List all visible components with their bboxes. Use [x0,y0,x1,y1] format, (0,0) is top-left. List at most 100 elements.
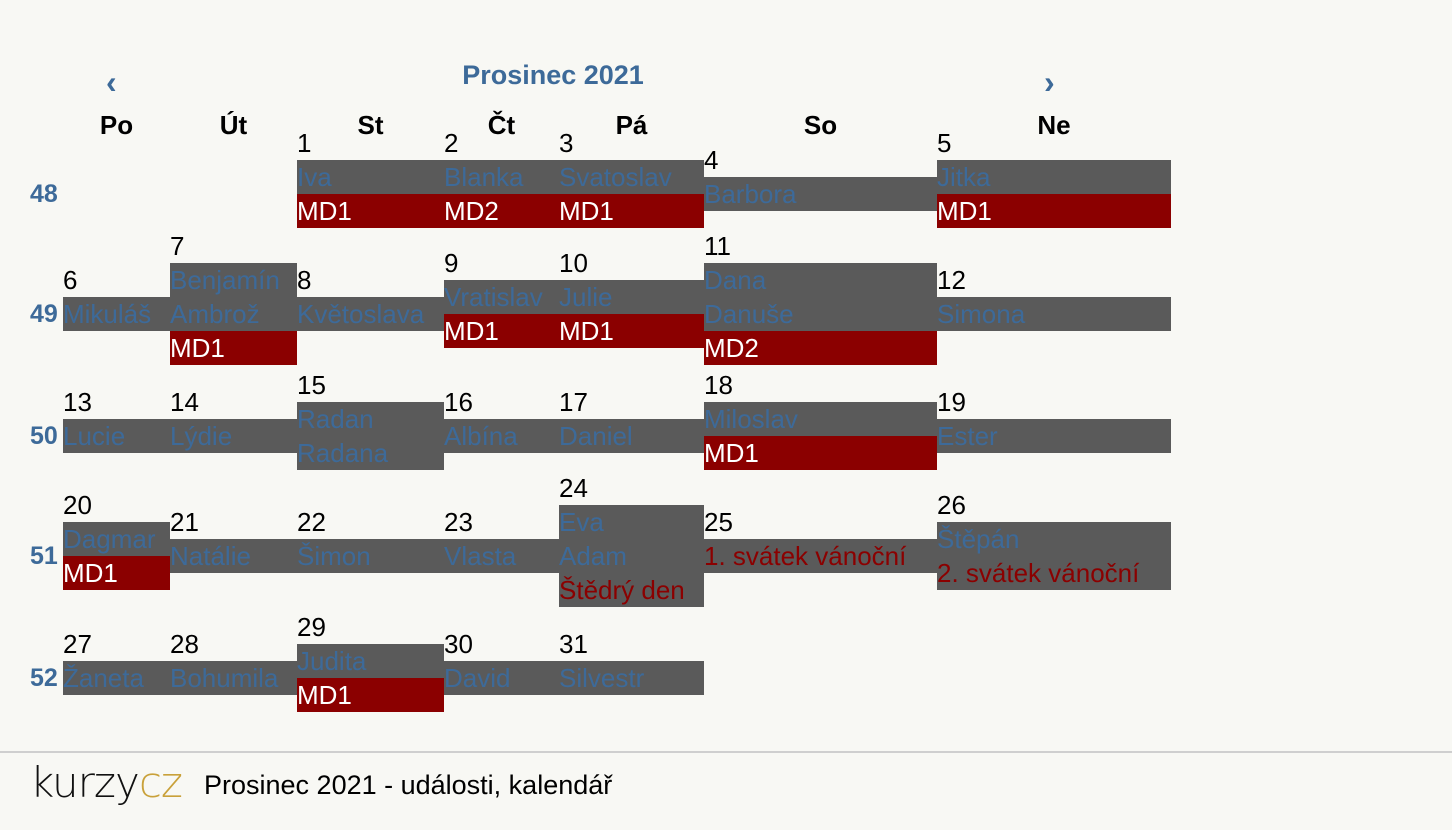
event-label[interactable]: MD2 [444,194,559,228]
day-cell[interactable]: 13 Lucie [63,385,170,453]
day-number: 29 [297,612,326,642]
nameday-label[interactable]: Natálie [170,539,297,573]
day-cell[interactable]: 19 Ester [937,385,1171,453]
month-title: Prosinec 2021 [462,60,644,90]
nameday-label[interactable]: Lucie [63,419,170,453]
day-number: 6 [63,265,78,295]
weekday-header: Čt [487,110,516,140]
day-cell[interactable]: 8 Květoslava [297,263,444,331]
weekday-header: So [803,110,838,140]
nameday-label[interactable]: Dagmar [63,522,170,556]
day-cell[interactable]: 4 Barbora [704,143,937,211]
day-number: 1 [297,128,312,158]
day-number: 8 [297,265,312,295]
nameday-label[interactable]: Miloslav [704,402,937,436]
nameday-label[interactable]: Ester [937,419,1171,453]
event-label[interactable]: MD1 [297,194,444,228]
day-cell[interactable]: 11 Dana Danuše MD2 [704,229,937,365]
footer-divider [0,751,1452,753]
nameday-label[interactable]: Simona [937,297,1171,331]
nameday-label[interactable]: Vlasta [444,539,559,573]
day-number: 24 [559,473,588,503]
nameday-label[interactable]: Mikuláš [63,297,170,331]
nameday-label[interactable]: Adam [559,539,704,573]
nameday-label[interactable]: Barbora [704,177,937,211]
event-label[interactable]: MD1 [170,331,297,365]
day-cell[interactable]: 24 Eva Adam Štědrý den [559,471,704,607]
day-cell[interactable]: 10 Julie MD1 [559,246,704,348]
day-number: 5 [937,128,952,158]
day-cell[interactable]: 14 Lýdie [170,385,297,453]
nameday-label[interactable]: Albína [444,419,559,453]
day-cell[interactable]: 31 Silvestr [559,627,704,695]
nameday-label[interactable]: Eva [559,505,704,539]
nameday-label[interactable]: Julie [559,280,704,314]
day-number: 19 [937,387,966,417]
holiday-label[interactable]: 1. svátek vánoční [704,539,937,573]
prev-month-button[interactable]: ‹ [106,64,117,100]
week-number: 52 [30,664,58,692]
day-cell[interactable]: 12 Simona [937,263,1171,331]
day-cell[interactable]: 1 Iva MD1 [297,126,444,228]
kurzy-logo[interactable]: kurzycz [30,758,183,808]
event-label[interactable]: MD1 [444,314,559,348]
day-cell[interactable]: 28 Bohumila [170,627,297,695]
day-cell[interactable]: 27 Žaneta [63,627,170,695]
day-cell[interactable]: 3 Svatoslav MD1 [559,126,704,228]
nameday-label[interactable]: Žaneta [63,661,170,695]
event-label[interactable]: MD1 [559,194,704,228]
day-number: 25 [704,507,733,537]
nameday-label[interactable]: David [444,661,559,695]
day-cell[interactable]: 18 Miloslav MD1 [704,368,937,470]
nameday-label[interactable]: Danuše [704,297,937,331]
day-cell[interactable]: 9 Vratislav MD1 [444,246,559,348]
day-cell[interactable]: 20 Dagmar MD1 [63,488,170,590]
day-cell[interactable]: 26 Štěpán 2. svátek vánoční [937,488,1171,590]
nameday-label[interactable]: Silvestr [559,661,704,695]
nameday-label[interactable]: Štěpán [937,522,1171,556]
day-number: 18 [704,370,733,400]
day-cell[interactable]: 2 Blanka MD2 [444,126,559,228]
nameday-label[interactable]: Daniel [559,419,704,453]
holiday-label[interactable]: Štědrý den [559,573,704,607]
nameday-label[interactable]: Radan [297,402,444,436]
day-number: 21 [170,507,199,537]
nameday-label[interactable]: Lýdie [170,419,297,453]
nameday-label[interactable]: Benjamín [170,263,297,297]
next-month-button[interactable]: › [1044,64,1055,100]
event-label[interactable]: MD1 [704,436,937,470]
day-cell[interactable]: 29 Judita MD1 [297,610,444,712]
nameday-label[interactable]: Šimon [297,539,444,573]
event-label[interactable]: MD1 [937,194,1171,228]
day-cell[interactable]: 6 Mikuláš [63,263,170,331]
day-number: 27 [63,629,92,659]
day-cell[interactable]: 21 Natálie [170,505,297,573]
nameday-label[interactable]: Dana [704,263,937,297]
day-cell[interactable]: 22 Šimon [297,505,444,573]
nameday-label[interactable]: Judita [297,644,444,678]
nameday-label[interactable]: Bohumila [170,661,297,695]
holiday-label[interactable]: 2. svátek vánoční [937,556,1171,590]
day-cell[interactable]: 5 Jitka MD1 [937,126,1171,228]
nameday-label[interactable]: Blanka [444,160,559,194]
day-cell[interactable]: 16 Albína [444,385,559,453]
event-label[interactable]: MD1 [63,556,170,590]
day-cell[interactable]: 25 1. svátek vánoční [704,505,937,573]
nameday-label[interactable]: Ambrož [170,297,297,331]
nameday-label[interactable]: Vratislav [444,280,559,314]
nameday-label[interactable]: Iva [297,160,444,194]
day-number: 11 [704,231,731,261]
day-cell[interactable]: 15 Radan Radana [297,368,444,470]
nameday-label[interactable]: Květoslava [297,297,444,331]
day-cell[interactable]: 7 Benjamín Ambrož MD1 [170,229,297,365]
nameday-label[interactable]: Svatoslav [559,160,704,194]
day-number: 10 [559,248,588,278]
day-cell[interactable]: 23 Vlasta [444,505,559,573]
day-cell[interactable]: 30 David [444,627,559,695]
event-label[interactable]: MD1 [559,314,704,348]
day-cell[interactable]: 17 Daniel [559,385,704,453]
nameday-label[interactable]: Radana [297,436,444,470]
event-label[interactable]: MD2 [704,331,937,365]
nameday-label[interactable]: Jitka [937,160,1171,194]
event-label[interactable]: MD1 [297,678,444,712]
